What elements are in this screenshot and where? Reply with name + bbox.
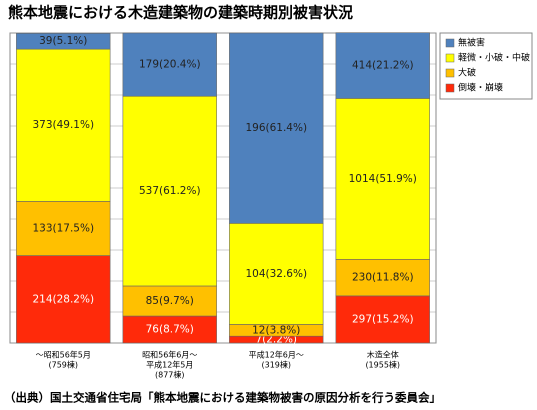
legend <box>439 32 533 100</box>
x-tick-label: ～昭和56年5月 <box>36 350 91 360</box>
x-tick-label: (1955棟) <box>365 360 400 370</box>
x-tick-label: (759棟) <box>48 360 78 370</box>
data-label: 85(9.7%) <box>146 295 194 307</box>
x-tick-label: 木造全体 <box>367 350 399 360</box>
x-tick-label: 昭和56年6月～ <box>142 350 197 360</box>
data-label: 39(5.1%) <box>39 35 87 47</box>
data-label: 76(8.7%) <box>146 324 194 336</box>
x-tick-label: 平成12年6月～ <box>249 350 304 360</box>
legend-swatch <box>445 38 455 48</box>
bar-segment <box>122 315 217 344</box>
data-label: 179(20.4%) <box>139 59 201 71</box>
bar-segment <box>16 33 111 50</box>
bar-segment <box>335 98 430 260</box>
bar-segment <box>335 258 430 297</box>
bar-segment <box>16 48 111 202</box>
bar-segment <box>229 223 324 325</box>
bar-segment <box>122 285 217 317</box>
data-label: 297(15.2%) <box>352 313 414 325</box>
data-label: 196(61.4%) <box>245 122 307 134</box>
legend-swatch <box>445 83 455 93</box>
data-label: 7(2.2%) <box>255 334 297 346</box>
data-label: 214(28.2%) <box>32 293 94 305</box>
bar-segment <box>16 255 111 344</box>
bar-segment <box>122 95 217 287</box>
data-label: 414(21.2%) <box>352 60 414 72</box>
data-label: 104(32.6%) <box>245 268 307 280</box>
x-tick-label: 平成12年5月 <box>146 360 193 370</box>
source-note: （出典）国土交通省住宅局「熊本地震における建築物被害の原因分析を行う委員会」 <box>4 391 441 405</box>
bar-segment <box>335 32 430 99</box>
bar-segment <box>16 201 111 256</box>
x-tick-label: (877棟) <box>155 370 185 380</box>
bar-segment <box>229 32 324 224</box>
legend-swatch <box>445 53 455 63</box>
data-label: 1014(51.9%) <box>349 173 417 185</box>
x-tick-label: (319棟) <box>261 360 291 370</box>
bar-segment <box>122 32 217 97</box>
data-label: 133(17.5%) <box>32 222 94 234</box>
data-label: 230(11.8%) <box>352 272 414 284</box>
legend-label: 倒壊・崩壊 <box>458 82 503 94</box>
legend-swatch <box>445 68 455 78</box>
bar-segment <box>335 295 430 344</box>
data-label: 373(49.1%) <box>32 119 94 131</box>
data-label: 12(3.8%) <box>252 324 300 336</box>
legend-label: 軽微・小破・中破 <box>458 52 530 64</box>
legend-label: 無被害 <box>458 37 485 49</box>
legend-label: 大破 <box>458 67 476 79</box>
chart-title: 熊本地震における木造建築物の建築時期別被害状況 <box>8 4 353 22</box>
data-label: 537(61.2%) <box>139 185 201 197</box>
